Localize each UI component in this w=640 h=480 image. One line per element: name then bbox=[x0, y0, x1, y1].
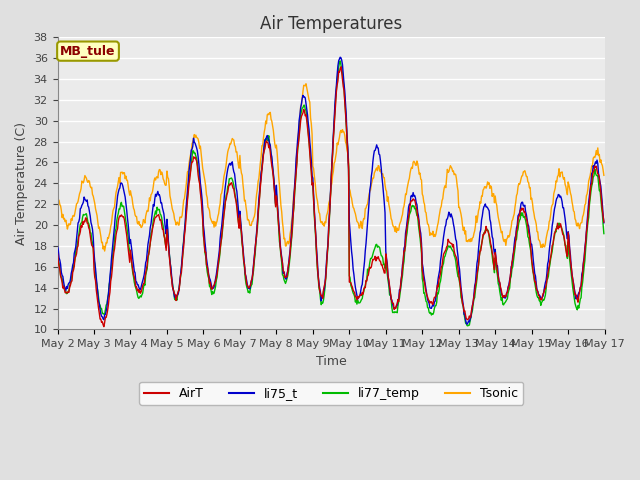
Legend: AirT, li75_t, li77_temp, Tsonic: AirT, li75_t, li77_temp, Tsonic bbox=[139, 382, 523, 405]
li77_temp bbox=[398, 277, 406, 283]
li75_t bbox=[120, 187, 127, 192]
Line: Tsonic: Tsonic bbox=[58, 84, 604, 251]
li77_temp bbox=[414, 214, 422, 219]
AirT bbox=[176, 280, 184, 286]
li75_t bbox=[175, 286, 183, 291]
li77_temp bbox=[337, 58, 344, 64]
li75_t bbox=[398, 272, 406, 278]
Tsonic bbox=[399, 212, 406, 217]
AirT bbox=[415, 216, 422, 222]
Line: li77_temp: li77_temp bbox=[58, 61, 604, 326]
AirT bbox=[337, 64, 345, 70]
Y-axis label: Air Temperature (C): Air Temperature (C) bbox=[15, 122, 28, 245]
AirT bbox=[63, 290, 71, 296]
Tsonic bbox=[176, 215, 184, 220]
li75_t bbox=[463, 322, 471, 327]
AirT bbox=[100, 324, 108, 330]
li75_t bbox=[54, 243, 61, 249]
li77_temp bbox=[175, 285, 183, 291]
Tsonic bbox=[54, 191, 61, 196]
Tsonic bbox=[100, 248, 108, 254]
li75_t bbox=[204, 266, 212, 272]
Tsonic bbox=[205, 205, 212, 211]
X-axis label: Time: Time bbox=[316, 355, 346, 368]
Tsonic bbox=[415, 166, 422, 171]
li75_t bbox=[600, 220, 608, 226]
Tsonic bbox=[302, 81, 310, 86]
Line: li75_t: li75_t bbox=[58, 57, 604, 324]
li75_t bbox=[337, 54, 344, 60]
Tsonic bbox=[600, 172, 608, 178]
li77_temp bbox=[54, 255, 61, 261]
AirT bbox=[54, 251, 61, 257]
li77_temp bbox=[204, 273, 212, 279]
AirT bbox=[120, 216, 128, 222]
li75_t bbox=[63, 286, 71, 291]
Line: AirT: AirT bbox=[58, 67, 604, 327]
AirT bbox=[600, 219, 608, 225]
li77_temp bbox=[63, 290, 71, 296]
Tsonic bbox=[120, 170, 128, 176]
li75_t bbox=[414, 209, 422, 215]
Tsonic bbox=[63, 226, 71, 232]
Title: Air Temperatures: Air Temperatures bbox=[260, 15, 402, 33]
Text: MB_tule: MB_tule bbox=[60, 45, 116, 58]
li77_temp bbox=[120, 203, 127, 209]
li77_temp bbox=[464, 323, 472, 329]
AirT bbox=[205, 274, 212, 279]
AirT bbox=[399, 266, 406, 272]
li77_temp bbox=[600, 231, 608, 237]
